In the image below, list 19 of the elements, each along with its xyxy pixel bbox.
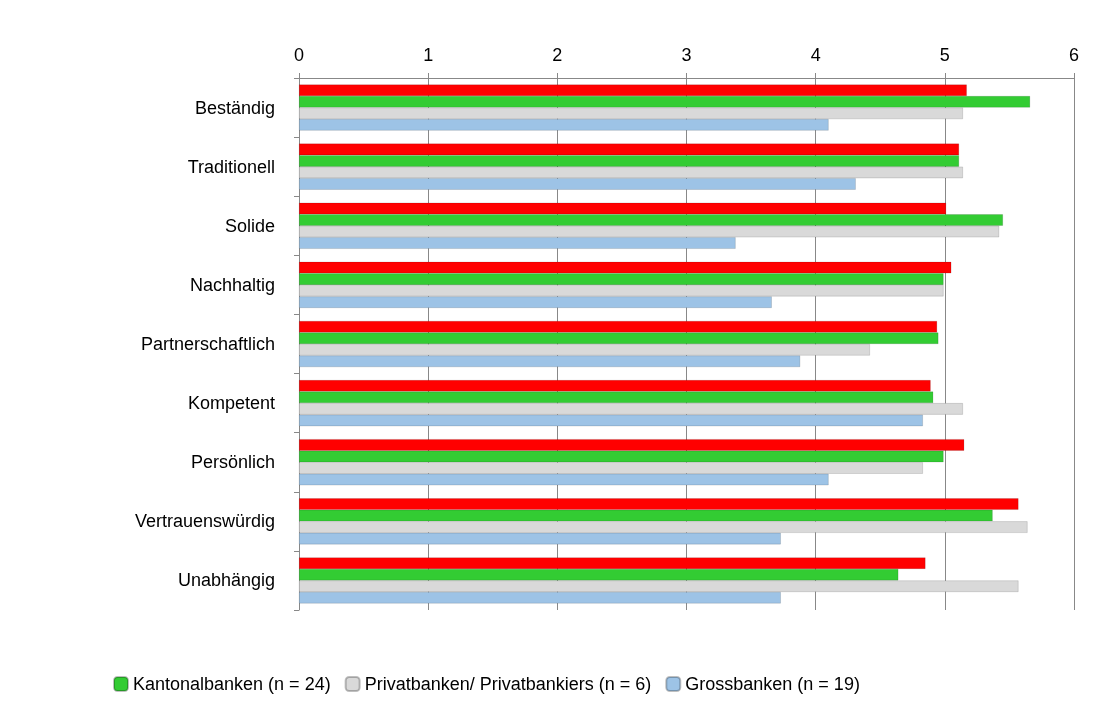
x-tick-label: 2 [552, 45, 563, 65]
x-tick-label: 5 [939, 45, 950, 65]
y-tick-label: Partnerschaftlich [140, 334, 275, 354]
y-tick-label: Solide [224, 215, 275, 236]
y-tick-label: Persönlich [190, 452, 275, 473]
y-tick-label: Vertrauenswürdig [134, 511, 275, 532]
y-tick-label: Nachhaltig [189, 274, 275, 295]
y-tick-label: Unabhängig [177, 570, 275, 591]
y-tick-label: Beständig [194, 97, 275, 118]
x-tick-label: 6 [1068, 45, 1080, 65]
legend-label: Kantonalbanken (n = 24) [133, 674, 331, 694]
x-tick-label: 3 [681, 45, 692, 65]
legend-label: Privatbanken/ Privatbankiers (n = 6) [364, 674, 652, 694]
y-tick-label: Traditionell [187, 156, 275, 177]
x-tick-label: 4 [810, 45, 821, 65]
y-tick-label: Kompetent [187, 393, 275, 414]
legend-label: Grossbanken (n = 19) [685, 674, 860, 694]
x-tick-label: 1 [423, 45, 434, 65]
x-tick-label: 0 [293, 45, 305, 65]
